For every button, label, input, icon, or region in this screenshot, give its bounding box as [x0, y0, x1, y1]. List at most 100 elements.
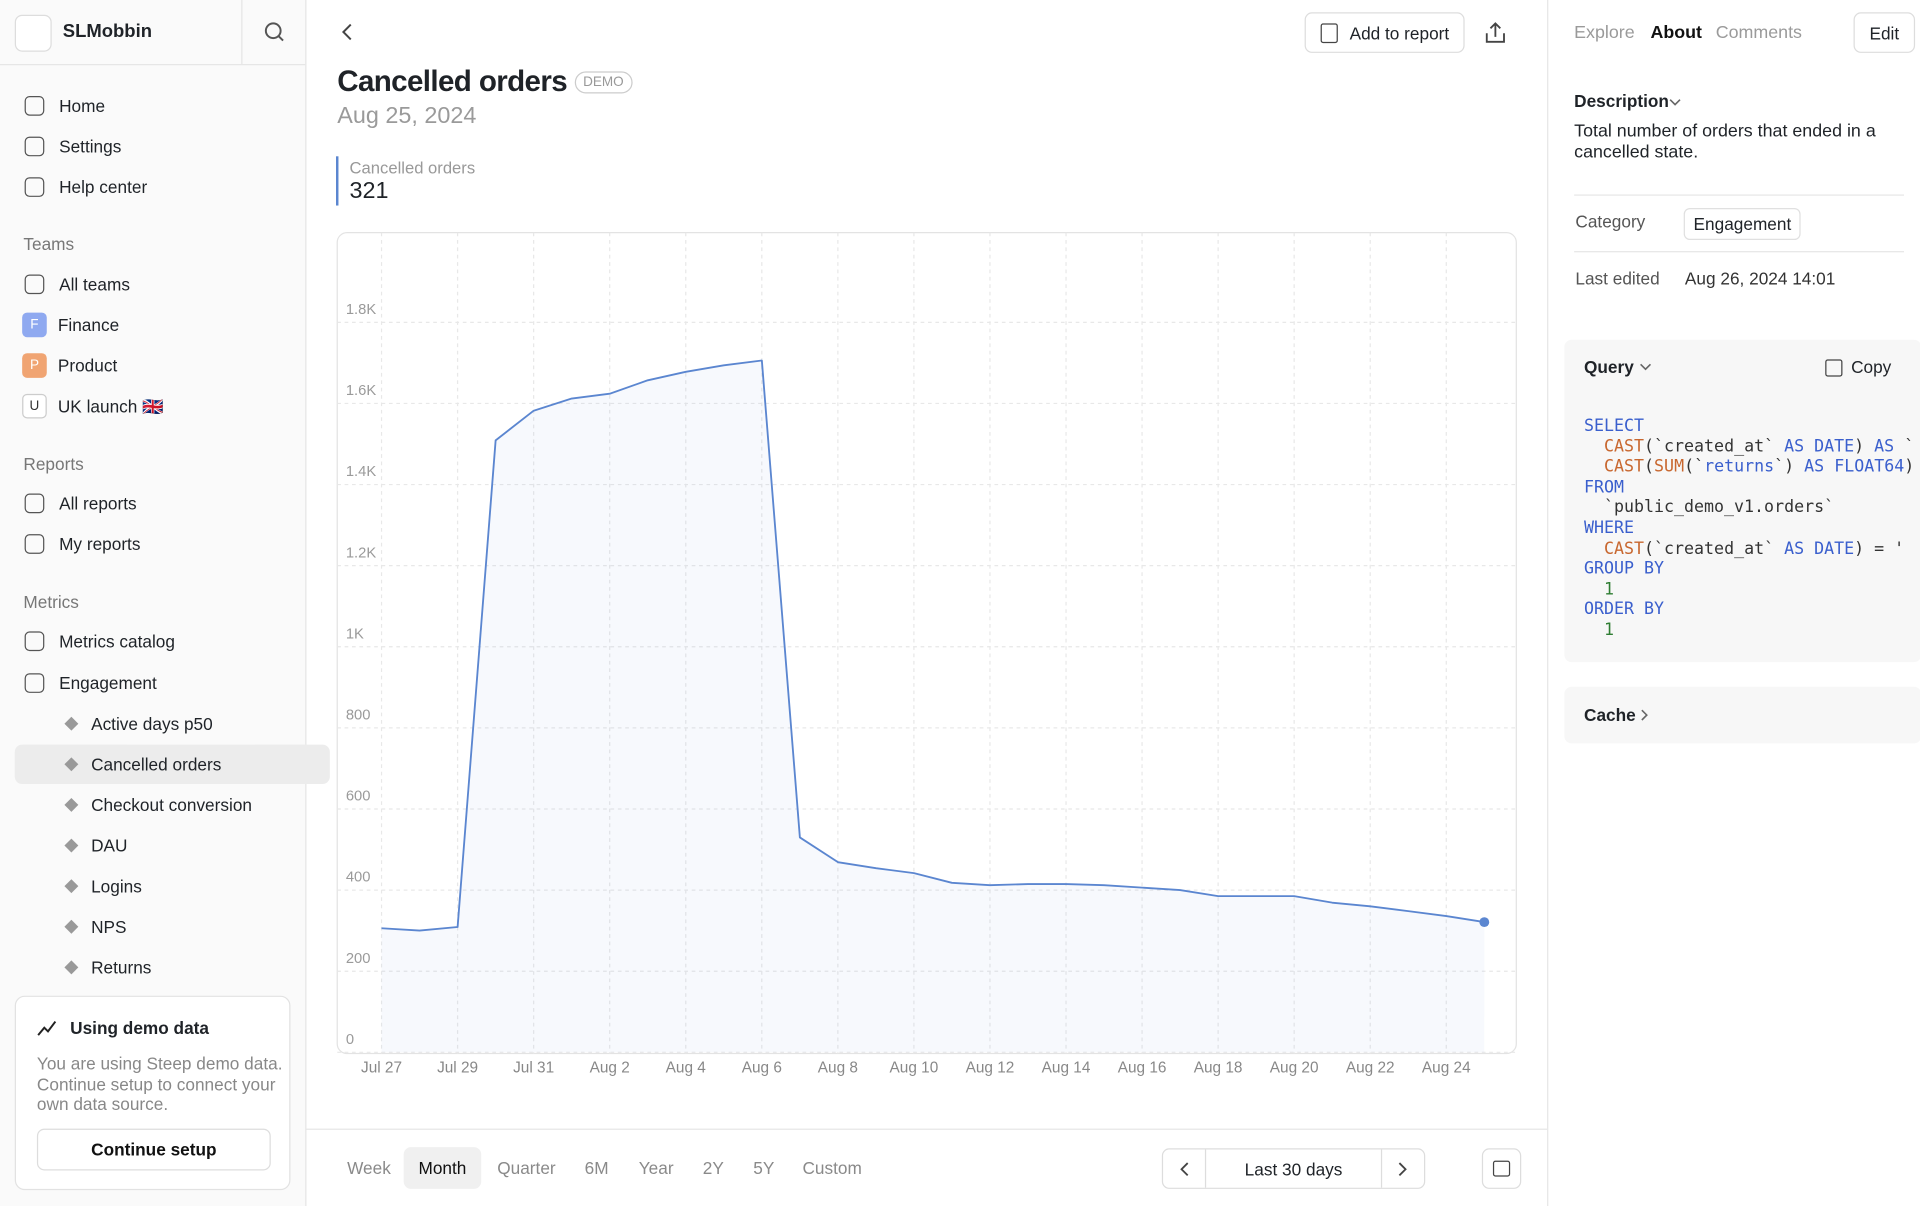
next-range[interactable]: [1392, 1159, 1412, 1179]
nav-icon: [24, 673, 45, 693]
panel-tab[interactable]: About: [1650, 23, 1702, 44]
nav-icon: [24, 136, 45, 157]
period-tab[interactable]: Year: [638, 1158, 674, 1178]
y-tick-label: 1K: [346, 626, 364, 642]
period-tab[interactable]: 5Y: [753, 1158, 775, 1178]
nav-label: All teams: [59, 274, 130, 295]
nav-label: Active days p50: [91, 713, 213, 734]
x-tick-label: Aug 6: [742, 1059, 782, 1076]
metric-item[interactable]: Returns: [15, 948, 330, 987]
metric-item[interactable]: NPS: [15, 907, 330, 946]
copy-button[interactable]: Copy: [1851, 356, 1892, 377]
metric-item[interactable]: Logins: [15, 866, 330, 905]
continue-setup-button[interactable]: Continue setup: [36, 1128, 271, 1171]
section-heading: Reports: [23, 454, 84, 474]
add-to-report-label: Add to report: [1349, 22, 1450, 43]
team-item[interactable]: P Product: [15, 346, 291, 385]
workspace-icon: [14, 14, 52, 52]
nav-label: Engagement: [59, 673, 157, 693]
divider: [0, 63, 306, 66]
y-tick-label: 1.8K: [346, 302, 377, 318]
section-heading: Teams: [23, 233, 75, 254]
x-tick-label: Aug 8: [818, 1059, 858, 1076]
panel-tab[interactable]: Explore: [1574, 23, 1635, 44]
period-tab[interactable]: 2Y: [702, 1158, 724, 1178]
report-item[interactable]: All reports: [15, 484, 291, 523]
nav-item[interactable]: Help center: [15, 167, 291, 206]
query-line: 1: [1604, 620, 1615, 640]
last-edited-label: Last edited: [1575, 268, 1660, 288]
x-tick-label: Aug 12: [966, 1059, 1015, 1076]
y-tick-label: 400: [346, 870, 371, 886]
demo-title: Using demo data: [70, 1017, 209, 1038]
edit-button[interactable]: Edit: [1853, 12, 1916, 53]
period-tab[interactable]: Week: [347, 1158, 391, 1178]
back-button[interactable]: [336, 20, 361, 45]
chart: 0 200 400 600 800 1K 1.2K 1.4K 1.6K 1.8K Jul 27 Jul…: [336, 231, 1517, 1076]
nav-label: UK launch 🇬🇧: [57, 395, 164, 416]
y-tick-label: 1.4K: [346, 464, 377, 480]
chart-settings-button[interactable]: [1481, 1148, 1522, 1189]
query-line: CAST(SUM(`returns`) AS FLOAT64): [1604, 456, 1915, 477]
copy-icon: [1825, 359, 1843, 377]
metric-item[interactable]: Checkout conversion: [15, 785, 330, 824]
nav-icon: [24, 631, 45, 652]
x-tick-label: Aug 20: [1270, 1059, 1319, 1076]
x-tick-label: Aug 10: [890, 1059, 939, 1076]
line: [381, 359, 1485, 932]
panel-tab[interactable]: Comments: [1715, 23, 1802, 44]
team-badge: U: [22, 393, 47, 419]
period-tab[interactable]: Month: [403, 1147, 482, 1189]
prev-range[interactable]: [1175, 1159, 1195, 1179]
nav-label: Logins: [91, 876, 142, 896]
nav-icon: [24, 534, 45, 554]
range-picker: Last 30 days: [1161, 1148, 1426, 1189]
nav-icon: [24, 95, 45, 116]
share-button[interactable]: [1482, 20, 1509, 47]
period-tab[interactable]: 6M: [584, 1158, 609, 1178]
nav-item[interactable]: Metrics catalog: [15, 622, 291, 661]
x-tick-label: Aug 4: [666, 1059, 707, 1076]
demo-card: Using demo data You are using Steep demo…: [14, 995, 291, 1191]
cache-heading[interactable]: Cache: [1583, 705, 1636, 725]
add-to-report-button[interactable]: Add to report: [1304, 12, 1465, 53]
nav-item[interactable]: Settings: [15, 127, 291, 166]
demo-badge: DEMO: [574, 71, 633, 94]
cache-card[interactable]: Cache: [1564, 686, 1920, 744]
metric-item[interactable]: Cancelled orders: [14, 744, 330, 784]
nav-label: Home: [59, 95, 106, 116]
metric-item[interactable]: Active days p50: [15, 704, 330, 743]
query-line: CAST(`created_at` AS DATE) = ': [1604, 538, 1905, 559]
period-tab[interactable]: Quarter: [497, 1158, 556, 1178]
query-heading[interactable]: Query: [1583, 356, 1634, 377]
nav-icon: [64, 838, 79, 853]
query-line: WHERE: [1583, 518, 1635, 538]
details-panel: Edit Description Total number of orders …: [1547, 0, 1920, 1206]
metric-group[interactable]: Engagement: [15, 663, 291, 702]
title-row: Cancelled orders DEMO: [337, 65, 633, 99]
nav-label: My reports: [59, 534, 141, 554]
range-label[interactable]: Last 30 days: [1244, 1158, 1343, 1179]
divider: [306, 1128, 1548, 1130]
team-item[interactable]: F Finance: [15, 305, 291, 344]
query-line: CAST(`created_at` AS DATE) AS `: [1604, 436, 1915, 457]
y-tick-label: 0: [346, 1032, 354, 1048]
page-date: Aug 25, 2024: [337, 103, 477, 130]
nav-label: Returns: [91, 957, 152, 978]
search-button[interactable]: [241, 0, 306, 64]
team-item[interactable]: All teams: [15, 265, 291, 304]
query-line: GROUP BY: [1583, 558, 1665, 579]
y-tick-label: 1.6K: [346, 383, 377, 399]
report-item[interactable]: My reports: [15, 524, 291, 563]
workspace-name[interactable]: SLMobbin: [62, 20, 152, 42]
kpi-label: Cancelled orders: [349, 158, 476, 178]
period-tab[interactable]: Custom: [802, 1158, 862, 1178]
description-heading[interactable]: Description: [1574, 91, 1669, 111]
nav-label: All reports: [59, 493, 137, 514]
x-tick-label: Aug 2: [590, 1059, 630, 1076]
team-item[interactable]: U UK launch 🇬🇧: [15, 386, 291, 425]
last-edited: Aug 26, 2024 14:01: [1684, 268, 1836, 288]
nav-item[interactable]: Home: [15, 86, 291, 125]
metric-item[interactable]: DAU: [15, 826, 330, 865]
